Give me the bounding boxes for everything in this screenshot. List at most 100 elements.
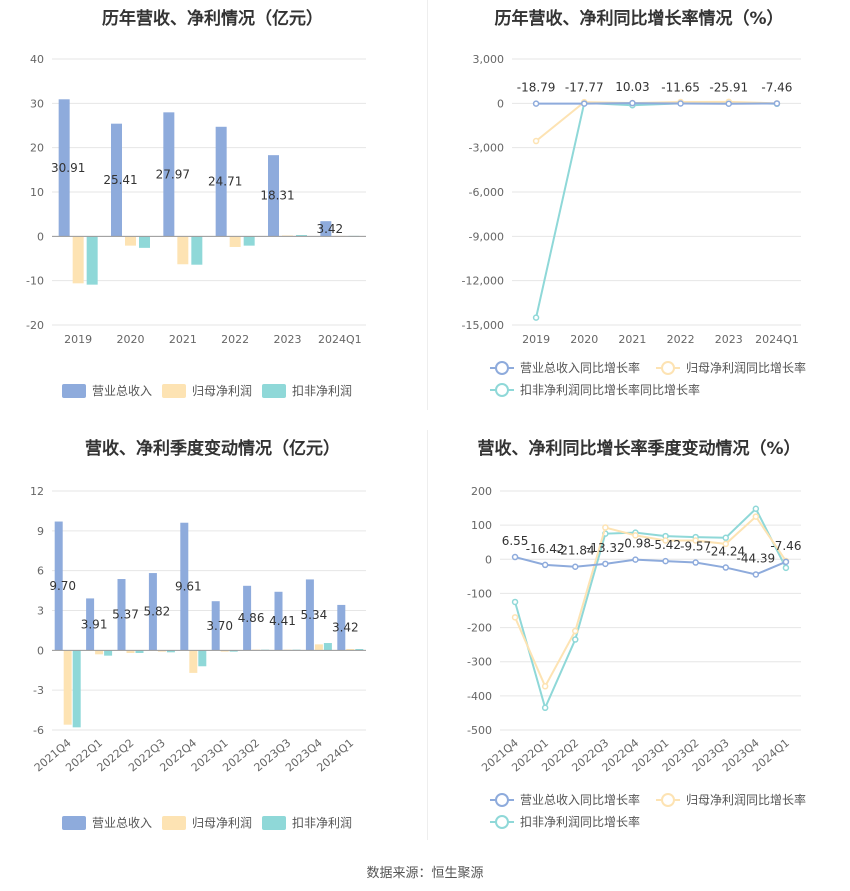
bar-deducted-profit	[198, 650, 207, 667]
data-point	[782, 564, 790, 572]
y-tick-label: 40	[30, 53, 44, 66]
legend-label: 营业总收入同比增长率	[520, 360, 640, 375]
data-label: 9.61	[175, 580, 202, 594]
annual-growth-chart: -15,000 -12,000 -9,000 -6,000 -3,000 0 3,000 20…	[462, 53, 806, 397]
legend-item: 扣非净利润	[262, 384, 352, 398]
x-tick-label: 2024Q1	[755, 333, 799, 346]
x-tick-label: 2023	[274, 333, 302, 346]
x-tick-label: 2022	[221, 333, 249, 346]
x-tick-label: 2021	[618, 333, 646, 346]
y-tick-label: 6	[37, 565, 44, 578]
bar-net-profit	[126, 650, 135, 653]
annual-growth-panel: 历年营收、净利同比增长率情况（%） -15,000 -12,000 -9,000 -6…	[428, 0, 850, 410]
vertical-divider	[427, 430, 428, 840]
data-point	[662, 557, 669, 565]
data-label: 3.42	[316, 222, 343, 236]
data-point	[532, 100, 540, 107]
quarterly-amounts-panel: 营收、净利季度变动情况（亿元） -6 -3 0 3 6 9 12 2021Q4 2022Q1 20…	[0, 430, 425, 845]
legend-label: 营业总收入	[92, 384, 152, 398]
data-label: 9.70	[49, 579, 76, 593]
data-point	[532, 314, 540, 321]
legend-swatch	[262, 816, 286, 830]
y-tick-label: 0	[37, 644, 44, 657]
data-label: 30.91	[51, 161, 85, 175]
legend-label: 扣非净利润	[292, 816, 352, 830]
data-label: -0.98	[620, 537, 651, 551]
bar-deducted-profit	[296, 235, 307, 237]
data-label: -25.91	[709, 81, 748, 95]
bar-deducted-profit	[72, 650, 81, 728]
legend-label: 归母净利润同比增长率	[686, 792, 806, 807]
annual-amounts-chart: -20 -10 0 10 20 30 40 2019 2020 2021 2022 2023 2024Q…	[26, 53, 366, 398]
series-line-revenue-growth	[536, 102, 777, 105]
legend-swatch	[262, 384, 286, 398]
legend-item: 扣非净利润	[262, 816, 352, 830]
data-point	[511, 553, 519, 561]
bar-net-profit	[220, 650, 229, 652]
quarterly-amounts-chart: -6-30369122021Q42022Q12022Q22022Q32022Q4…	[30, 485, 366, 830]
data-point	[541, 683, 549, 690]
legend-item: 归母净利润同比增长率	[656, 360, 806, 375]
y-tick-label: -200	[467, 622, 492, 635]
bar-net-profit	[95, 650, 104, 655]
data-point	[541, 704, 549, 712]
data-point	[722, 540, 729, 548]
legend-swatch	[162, 816, 186, 830]
data-point	[632, 556, 639, 563]
bar-deducted-profit	[191, 236, 203, 265]
data-point	[572, 627, 579, 635]
legend-item: 扣非净利润同比增长率	[490, 814, 640, 829]
legend-item: 归母净利润	[162, 384, 252, 398]
data-point	[752, 571, 760, 578]
legend-marker-swatch	[495, 361, 509, 375]
y-tick-label: 200	[471, 485, 492, 498]
y-tick-label: -10	[26, 275, 44, 288]
x-tick-label: 2020	[570, 333, 598, 346]
data-label: 5.37	[112, 608, 139, 622]
bar-revenue	[86, 598, 95, 651]
data-point	[572, 636, 579, 643]
bar-deducted-profit	[86, 236, 98, 285]
legend-marker-swatch	[495, 815, 509, 829]
chart-title: 历年营收、净利同比增长率情况（%）	[494, 9, 784, 29]
bar-revenue	[215, 126, 227, 237]
annual-amounts-panel: 历年营收、净利情况（亿元） -20 -10 0 10 20 30 40 2019 2020 202…	[0, 0, 425, 410]
y-tick-label: -300	[467, 656, 492, 669]
legend-label: 归母净利润	[192, 816, 252, 830]
data-point	[677, 100, 684, 107]
legend-swatch	[62, 816, 86, 830]
data-label: -21.84	[556, 544, 595, 558]
series-line-deducted-profit-growth	[535, 101, 777, 318]
y-tick-label: 20	[30, 142, 44, 155]
legend-item: 营业总收入同比增长率	[490, 360, 640, 375]
y-tick-label: 30	[30, 97, 44, 110]
bar-revenue	[243, 585, 252, 651]
chart-title: 历年营收、净利情况（亿元）	[102, 9, 323, 29]
data-point	[602, 524, 609, 531]
legend-item: 营业总收入	[62, 384, 152, 398]
bar-net-profit	[157, 650, 166, 652]
data-point	[581, 100, 588, 107]
legend-marker-swatch	[495, 383, 509, 397]
data-point	[632, 532, 639, 539]
data-label: -18.79	[517, 81, 556, 95]
legend-item: 营业总收入同比增长率	[490, 792, 640, 807]
legend-marker-swatch	[661, 361, 675, 375]
data-source: 数据来源：恒生聚源	[366, 866, 484, 881]
quarterly-growth-panel: 营收、净利同比增长率季度变动情况（%） -500 -400 -300 -200 -100…	[428, 430, 850, 845]
data-label: 5.34	[301, 608, 328, 622]
quarterly-growth-chart: -500-400-300-200-10001002002021Q42022Q12…	[467, 485, 806, 829]
bar-deducted-profit	[104, 650, 113, 656]
data-label: 3.70	[206, 619, 233, 633]
legend-item: 归母净利润	[162, 816, 252, 830]
legend-label: 营业总收入	[92, 816, 152, 830]
y-tick-label: -3	[33, 684, 44, 697]
bar-revenue	[163, 112, 175, 237]
legend-label: 营业总收入同比增长率	[520, 792, 640, 807]
data-point	[541, 561, 549, 569]
y-tick-label: -400	[467, 690, 492, 703]
bar-deducted-profit	[166, 650, 175, 653]
data-label: -17.77	[565, 81, 604, 95]
y-tick-label: 10	[30, 186, 44, 199]
data-point	[752, 505, 760, 513]
